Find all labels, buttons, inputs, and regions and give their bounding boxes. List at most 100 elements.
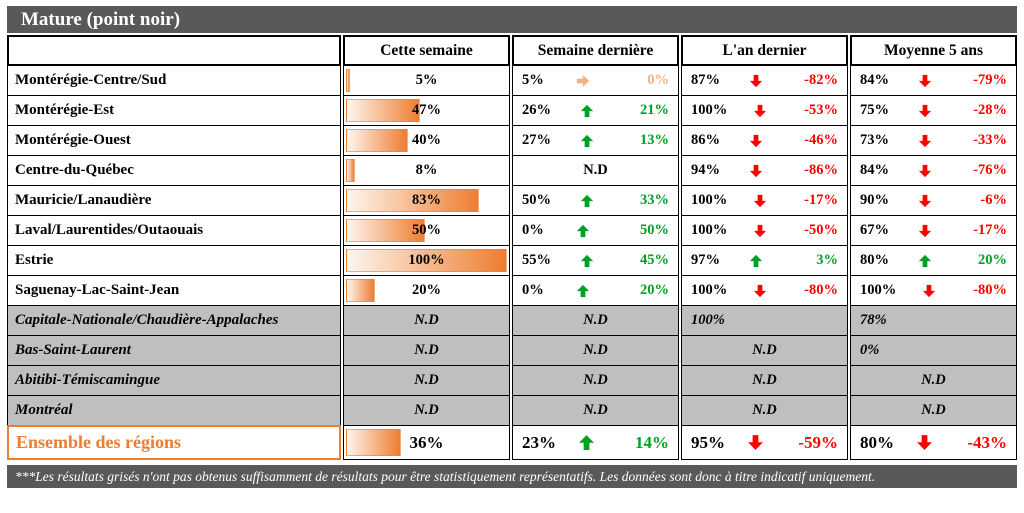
stat-value: 100% — [691, 312, 725, 328]
avg-5yr-cell: 75% -28% — [850, 95, 1017, 126]
this-week-value: N.D — [414, 342, 439, 358]
last-year-cell: 86% -46% — [681, 125, 848, 156]
col-header-last-year: L'an dernier — [681, 35, 848, 66]
down-arrow-icon — [753, 194, 766, 207]
stat-change: -43% — [967, 432, 1007, 452]
this-week-value: N.D — [414, 402, 439, 418]
last-week-cell: 23% 14% — [512, 425, 679, 460]
up-arrow-icon — [580, 254, 594, 267]
region-label: Ensemble des régions — [16, 432, 182, 452]
last-year-cell: N.D — [681, 395, 848, 426]
region-cell: Abitibi-Témiscamingue — [7, 365, 341, 396]
stat-change: 21% — [640, 102, 669, 118]
total-row: Ensemble des régions 36% 23% 14% 95% -59% 80% -… — [7, 425, 1017, 460]
avg-5yr-cell: 80% -43% — [850, 425, 1017, 460]
trend-arrow — [551, 194, 623, 208]
region-label: Laval/Laurentides/Outaouais — [15, 222, 204, 238]
this-week-cell: N.D — [343, 365, 510, 396]
avg-5yr-cell: N.D — [850, 395, 1017, 426]
stat-value: 5% — [522, 72, 544, 88]
last-year-cell: 100% — [681, 305, 848, 336]
this-week-cell: 20% — [343, 275, 510, 306]
this-week-value: 20% — [412, 282, 441, 298]
trend-arrow — [727, 104, 792, 118]
region-cell: Laval/Laurentides/Outaouais — [7, 215, 341, 246]
progress-bar — [346, 99, 420, 122]
this-week-value: 5% — [415, 72, 438, 88]
region-label: Montérégie-Centre/Sud — [15, 72, 167, 88]
stat-change: 45% — [640, 252, 669, 268]
this-week-value: 36% — [409, 432, 444, 452]
stat-value: 26% — [522, 102, 551, 118]
stat-value: 73% — [860, 132, 889, 148]
avg-5yr-cell: 73% -33% — [850, 125, 1017, 156]
region-cell: Montérégie-Ouest — [7, 125, 341, 156]
stat-value: 100% — [691, 282, 728, 298]
stat-value: 67% — [860, 222, 889, 238]
up-arrow-icon — [580, 194, 594, 207]
stat-value: 100% — [860, 282, 897, 298]
progress-bar — [346, 429, 402, 456]
last-week-cell: N.D — [512, 335, 679, 366]
stat-value: N.D — [921, 402, 946, 418]
progress-bar — [346, 249, 507, 272]
stat-value: N.D — [583, 312, 608, 328]
this-week-cell: 36% — [343, 425, 510, 460]
results-table: Cette semaine Semaine dernière L'an dern… — [7, 35, 1017, 460]
stat-value: 50% — [522, 192, 551, 208]
stat-value: 90% — [860, 192, 889, 208]
down-arrow-icon — [748, 435, 763, 450]
trend-arrow — [889, 134, 961, 148]
last-year-cell: N.D — [681, 365, 848, 396]
footnote-bar: ***Les résultats grisés n'ont pas obtenu… — [7, 465, 1017, 488]
avg-5yr-cell: N.D — [850, 365, 1017, 396]
region-label: Saguenay-Lac-Saint-Jean — [15, 282, 180, 298]
this-week-cell: N.D — [343, 335, 510, 366]
last-year-cell: 100% -17% — [681, 185, 848, 216]
col-header-last-week: Semaine dernière — [512, 35, 679, 66]
stat-value: N.D — [583, 402, 608, 418]
region-cell: Montérégie-Est — [7, 95, 341, 126]
stat-value: 80% — [860, 252, 889, 268]
table-row: Laval/Laurentides/Outaouais 50% 0% 50% 100% -… — [7, 215, 1017, 246]
stat-value: N.D — [921, 372, 946, 388]
trend-arrow — [551, 254, 623, 268]
down-arrow-icon — [918, 164, 932, 177]
trend-arrow — [889, 254, 961, 268]
col-header-this-week: Cette semaine — [343, 35, 510, 66]
this-week-cell: N.D — [343, 305, 510, 336]
stat-change: -33% — [973, 132, 1007, 148]
stat-change: -6% — [980, 192, 1007, 208]
down-arrow-icon — [918, 134, 932, 147]
title-bar: Mature (point noir) — [7, 6, 1017, 33]
up-arrow-icon — [918, 254, 932, 267]
stat-change: 0% — [647, 72, 669, 88]
last-week-cell: N.D — [512, 155, 679, 186]
table-row: Bas-Saint-Laurent N.D N.D N.D 0% — [7, 335, 1017, 366]
stat-value: N.D — [752, 372, 777, 388]
trend-arrow — [889, 104, 961, 118]
stat-change: 20% — [978, 252, 1007, 268]
last-week-cell: 0% 50% — [512, 215, 679, 246]
region-label: Bas-Saint-Laurent — [15, 342, 131, 358]
last-year-cell: 100% -50% — [681, 215, 848, 246]
down-arrow-icon — [922, 284, 935, 297]
trend-arrow — [894, 434, 955, 451]
down-arrow-icon — [749, 134, 763, 147]
trend-arrow — [896, 284, 961, 298]
stat-change: 20% — [640, 282, 669, 298]
avg-5yr-cell: 84% -79% — [850, 65, 1017, 96]
this-week-value: N.D — [414, 372, 439, 388]
this-week-value: N.D — [414, 312, 439, 328]
up-arrow-icon — [577, 224, 590, 237]
last-year-cell: 97% 3% — [681, 245, 848, 276]
region-label: Mauricie/Lanaudière — [15, 192, 152, 208]
down-arrow-icon — [918, 74, 932, 87]
region-cell: Mauricie/Lanaudière — [7, 185, 341, 216]
stat-change: 14% — [635, 432, 669, 452]
region-label: Estrie — [15, 252, 54, 268]
stat-value: 78% — [860, 312, 887, 328]
trend-arrow — [551, 134, 623, 148]
last-year-cell: N.D — [681, 335, 848, 366]
down-arrow-icon — [918, 224, 932, 237]
